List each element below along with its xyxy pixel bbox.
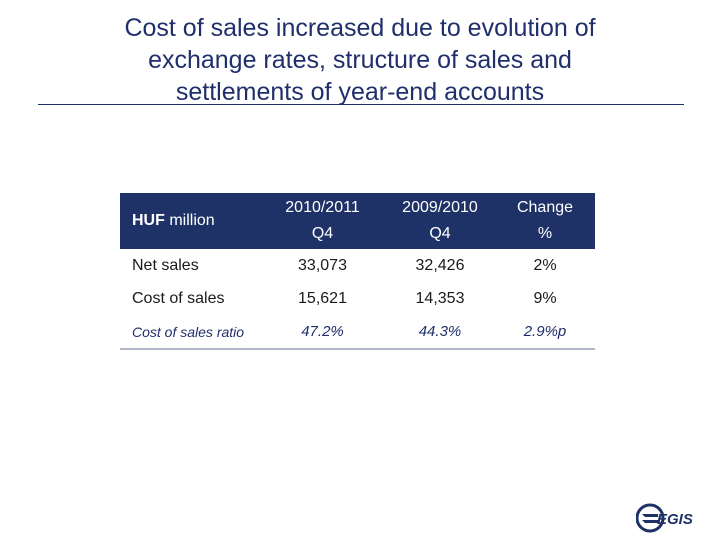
cell-value: 14,353 [415,289,465,307]
row-label: Net sales [132,256,199,274]
cell-value: 32,426 [415,256,465,274]
cell-change: 9% [533,289,557,307]
table-row: Cost of sales 15,621 14,353 9% [120,282,595,315]
table-row: Net sales 33,073 32,426 2% [120,249,595,282]
header-unit-rest: million [164,212,215,229]
header-col-change: Change% [495,193,595,249]
title-line-2: exchange rates, structure of sales and [148,46,572,74]
cell-value: 33,073 [298,256,347,274]
logo-text: EGIS [657,511,693,528]
header-col2-line2: Q4 [429,225,451,242]
header-unit-label: HUF million [120,193,260,249]
table-row: Cost of sales ratio 47.2% 44.3% 2.9%p [120,315,595,350]
row-label: Cost of sales [132,289,225,307]
egis-logo: EGIS [636,503,693,533]
header-col1-line1: 2010/2011 [285,199,360,216]
row-label: Cost of sales ratio [120,315,260,350]
header-unit-bold: HUF [132,212,165,229]
table-header-row: HUF million 2010/2011 Q4 2009/2010 Q4 Chan… [120,193,595,249]
cell-value: 15,621 [298,289,347,307]
header-col3-line1: Change [516,199,574,216]
header-col-2009-2010: 2009/2010 Q4 [385,193,495,249]
header-col-2010-2011: 2010/2011 Q4 [260,193,385,249]
title-underline [38,104,684,105]
slide-title: Cost of sales increased due to evolution… [40,12,680,108]
logo-ring [636,503,665,533]
title-line-1: Cost of sales increased due to evolution… [124,14,596,42]
cell-value: 44.3% [385,315,495,350]
cell-value: 47.2% [260,315,385,350]
cell-change: 2.9%p [495,315,595,350]
title-line-3: settlements of year-end accounts [175,78,545,106]
logo-mark [642,514,658,523]
financial-table: HUF million 2010/2011 Q4 2009/2010 Q4 Chan… [120,193,595,350]
cell-change: 2% [533,256,557,274]
header-col1-line2: Q4 [311,225,334,242]
header-col3-line2: % [537,225,553,242]
header-col2-line1: 2009/2010 [402,199,478,216]
